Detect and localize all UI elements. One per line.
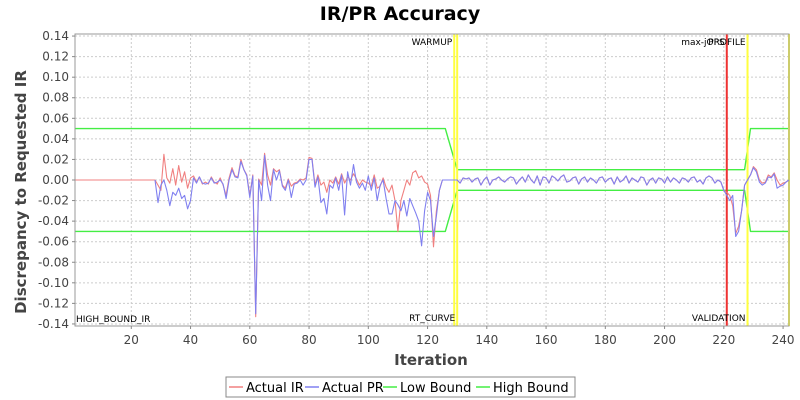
y-tick-label-2: -0.10 (38, 276, 69, 290)
y-axis-ticks: -0.14 -0.12 -0.10 -0.08 -0.06 -0.04 -0.02 0.00 0… (38, 29, 75, 331)
x-tick-label-120: 120 (416, 333, 439, 347)
chart-title: IR/PR Accuracy (320, 3, 481, 25)
phase-label-max-jops: max-jOPS (681, 38, 725, 48)
y-tick-label-8: 0.02 (42, 152, 69, 166)
series-line-actual-pr (154, 154, 790, 315)
legend-box (225, 376, 576, 398)
x-axis-label: Iteration (394, 351, 468, 369)
y-tick-label-11: 0.08 (42, 91, 69, 105)
legend: Actual IR Actual PR Low Bound High Bound (225, 376, 576, 398)
y-tick-label-10: 0.06 (42, 111, 69, 125)
legend-label-actual-ir: Actual IR (246, 381, 304, 396)
x-tick-label-40: 40 (183, 333, 198, 347)
y-tick-label-9: 0.04 (42, 132, 69, 146)
series-layer (75, 152, 790, 318)
y-axis-label: Discrepancy to Requested IR (12, 70, 30, 314)
y-tick-label-13: 0.12 (42, 50, 69, 64)
phase-label-profile: PROFILE (708, 38, 746, 48)
x-tick-label-160: 160 (535, 333, 558, 347)
y-tick-label-12: 0.10 (42, 70, 69, 84)
x-tick-label-100: 100 (357, 333, 380, 347)
y-tick-label-1: -0.12 (38, 296, 69, 310)
phase-label-rt-curve: RT_CURVE (409, 314, 455, 324)
y-tick-label-0: -0.14 (38, 317, 69, 331)
x-tick-label-180: 180 (594, 333, 617, 347)
y-tick-label-4: -0.06 (38, 235, 69, 249)
y-tick-label-14: 0.14 (42, 29, 69, 43)
x-tick-label-80: 80 (301, 333, 316, 347)
grid (75, 34, 789, 326)
y-tick-label-7: 0.00 (42, 173, 69, 187)
phase-label-warmup: WARMUP (412, 38, 453, 48)
series-line-high-bound (75, 127, 789, 171)
series-line-low-bound (75, 189, 789, 233)
legend-label-low-bound: Low Bound (400, 381, 471, 396)
x-axis-ticks: 20 40 60 80 100 120 140 160 180 200 220 240 (124, 326, 795, 347)
x-tick-label-60: 60 (242, 333, 257, 347)
corner-label: HIGH_BOUND_IR (76, 315, 150, 325)
y-tick-label-5: -0.04 (38, 214, 69, 228)
phase-label-validation: VALIDATION (692, 314, 746, 324)
x-tick-label-220: 220 (712, 333, 735, 347)
x-tick-label-240: 240 (772, 333, 795, 347)
bounds-layer (75, 127, 789, 233)
legend-label-high-bound: High Bound (493, 381, 569, 396)
x-tick-label-20: 20 (124, 333, 139, 347)
y-tick-label-3: -0.08 (38, 255, 69, 269)
y-tick-label-6: -0.02 (38, 194, 69, 208)
x-tick-label-200: 200 (653, 333, 676, 347)
legend-label-actual-pr: Actual PR (322, 381, 384, 396)
x-tick-label-140: 140 (475, 333, 498, 347)
